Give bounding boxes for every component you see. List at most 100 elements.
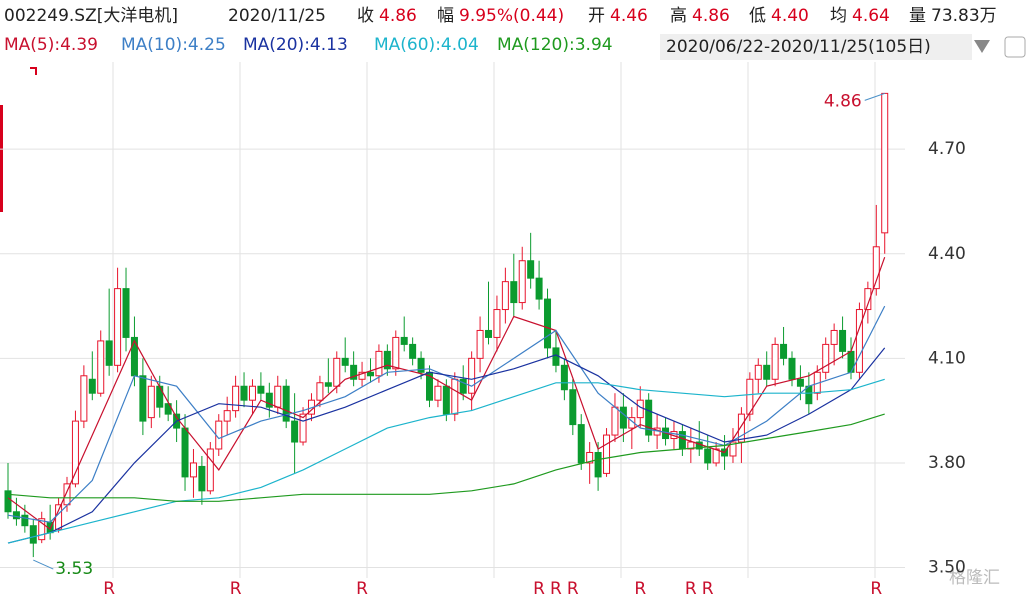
candle-body — [232, 385, 240, 412]
legend-entry: MA(20):4.13 — [243, 35, 348, 55]
candle-body — [712, 448, 720, 464]
quote-value: 4.86 — [692, 6, 730, 26]
candle-body — [291, 420, 299, 443]
candle-body — [105, 340, 113, 366]
candle-body — [358, 371, 366, 380]
settings-icon[interactable] — [1004, 36, 1026, 58]
candle-body — [366, 371, 374, 377]
watermark: 格隆汇 — [949, 568, 1000, 588]
quote-label: 幅 — [437, 6, 454, 26]
candle-body — [796, 378, 804, 387]
legend-entry: MA(60):4.04 — [374, 35, 479, 55]
annotation-arrow — [33, 559, 54, 570]
candle-body — [29, 525, 37, 544]
y-tick-label: 4.70 — [928, 139, 966, 159]
ma-line — [7, 413, 885, 502]
candle-body — [97, 340, 105, 394]
candle-body — [577, 424, 585, 464]
candle-body — [114, 288, 122, 366]
candle-body — [687, 441, 695, 450]
candle-body — [451, 378, 459, 415]
candle-body — [409, 343, 417, 359]
candle-body — [324, 382, 332, 387]
candle-body — [805, 385, 813, 405]
candle-body — [560, 364, 568, 391]
ma-line — [7, 305, 886, 523]
candle-body — [619, 406, 627, 429]
candle-body — [38, 518, 46, 541]
candle-body — [156, 385, 164, 408]
r-marker: R — [103, 579, 115, 594]
left-marker — [0, 105, 3, 212]
candle-body — [139, 375, 147, 422]
candle-body — [130, 336, 138, 377]
candle-body — [122, 288, 130, 338]
annotation-label: 4.86 — [824, 91, 862, 111]
candle-body — [274, 385, 282, 408]
candle-body — [434, 385, 442, 401]
candle-body — [299, 413, 307, 443]
candle-body — [493, 309, 501, 338]
ma-line — [7, 378, 885, 544]
quote-label: 开 — [588, 6, 605, 26]
candle-body — [771, 343, 779, 380]
range-box[interactable] — [660, 34, 972, 60]
quote-value: 4.46 — [610, 6, 648, 26]
candle-body — [316, 382, 324, 401]
quote-value: 73.83万 — [931, 6, 997, 26]
candle-body — [181, 427, 189, 478]
candle-body — [746, 378, 754, 415]
candle-body — [603, 434, 611, 474]
y-tick-label: 4.10 — [928, 348, 966, 368]
candle-body — [485, 329, 493, 338]
r-marker: R — [870, 579, 882, 594]
candle-body — [12, 511, 20, 520]
candle-body — [468, 357, 476, 394]
candle-body — [341, 357, 349, 366]
candle-body — [729, 441, 737, 457]
ma-line — [7, 347, 886, 544]
candle-body — [223, 410, 231, 422]
candle-body — [510, 281, 518, 304]
candle-body — [544, 298, 552, 349]
quote-label: 均 — [830, 6, 847, 26]
candle-body — [855, 309, 863, 373]
legend-entry: MA(120):3.94 — [497, 35, 613, 55]
stock-code: 002249.SZ[大洋电机] — [4, 6, 178, 26]
candle-body — [442, 385, 450, 415]
candle-body — [569, 389, 577, 426]
candle-body — [189, 462, 197, 478]
candle-body — [147, 385, 155, 419]
r-marker: R — [634, 579, 646, 594]
candle-body — [754, 364, 762, 380]
candle-body — [375, 350, 383, 377]
candle-body — [333, 357, 341, 387]
candle-body — [206, 448, 214, 492]
range-dropdown[interactable] — [974, 40, 990, 53]
candle-body — [80, 375, 88, 422]
r-marker: R — [533, 579, 545, 594]
date-range[interactable]: 2020/06/22-2020/11/25(105日) — [666, 37, 931, 57]
r-marker: R — [550, 579, 562, 594]
quote-label: 收 — [357, 6, 374, 26]
y-tick-label: 4.40 — [928, 244, 966, 264]
ma-line — [7, 256, 886, 531]
legend-entry: MA(5):4.39 — [4, 35, 98, 55]
quote-value: 4.86 — [379, 6, 417, 26]
candle-body — [704, 448, 712, 464]
candle-body — [611, 406, 619, 436]
candle-body — [248, 385, 256, 401]
candle-body — [21, 514, 29, 527]
quote-label: 低 — [749, 6, 766, 26]
quote-value: 4.64 — [852, 6, 890, 26]
candle-body — [737, 413, 745, 443]
candle-body — [198, 465, 206, 492]
annotation-label: 3.53 — [55, 559, 93, 579]
candle-body — [645, 399, 653, 436]
candle-body — [265, 392, 273, 408]
candle-body — [518, 260, 526, 304]
candle-body — [350, 364, 358, 380]
r-marker: R — [567, 579, 579, 594]
